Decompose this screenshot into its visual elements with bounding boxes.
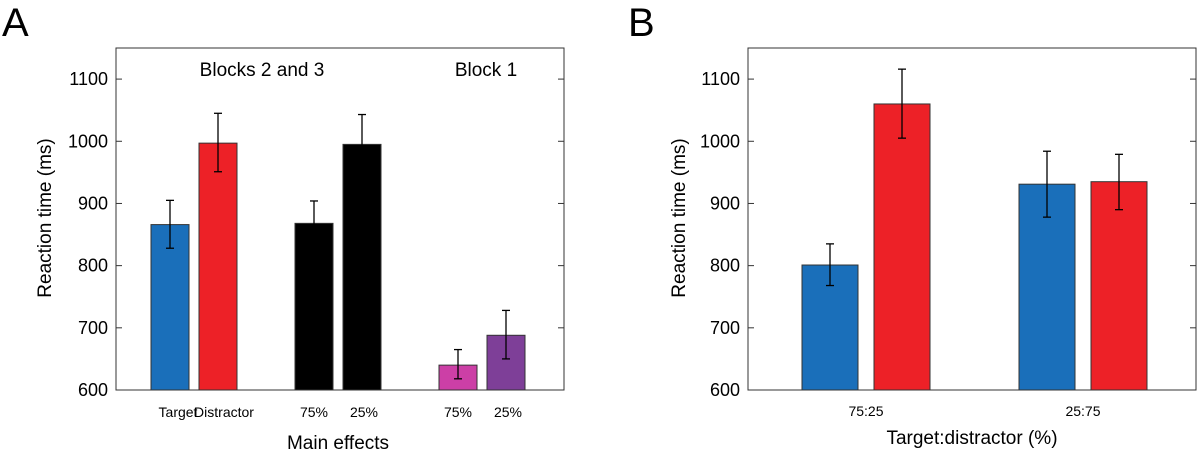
panel-b-y-tick-label: 800 — [710, 256, 740, 276]
panel-b-y-tick-label: 700 — [710, 318, 740, 338]
panel-a-y-tick-label: 600 — [78, 380, 108, 400]
panel-a-x-tick-label: Target — [159, 404, 198, 420]
panel-b-y-tick-label: 1100 — [701, 69, 740, 89]
panel-a-bar-2 — [198, 142, 238, 391]
panel-b-plot-frame — [747, 47, 1197, 391]
panel-a-y-tick-label: 700 — [78, 318, 108, 338]
panel-a-y-axis: 600 700 800 900 1000 1100 — [68, 69, 564, 400]
panel-a-y-tick-label: 900 — [78, 193, 108, 213]
panel-b-x-tick-label: 75:25 — [848, 403, 883, 419]
panel-a-bar-4 — [342, 143, 382, 391]
panel-b-y-axis: 600 700 800 900 1000 1100 — [700, 69, 1196, 400]
panel-b-bar-75-25-distractor — [873, 103, 931, 391]
panel-a-bar-3 — [294, 222, 334, 391]
panel-b-bar-25-75-target — [1018, 183, 1076, 391]
panel-a-plot-frame — [115, 47, 565, 391]
panel-a-x-tick-label: 25% — [494, 404, 522, 420]
panel-b-x-axis-label: Target:distractor (%) — [886, 428, 1057, 449]
panel-a-annotation-blocks-2-3: Blocks 2 and 3 — [200, 60, 325, 81]
panel-a-y-tick-label: 800 — [78, 256, 108, 276]
panel-letter-b: B — [628, 1, 655, 45]
panel-a-bar-1 — [150, 224, 190, 391]
panel-b-y-tick-label: 1000 — [700, 131, 740, 151]
panel-b: B 600 700 800 900 1000 1100 75:25 25:75 Reacti… — [628, 1, 1197, 449]
panel-a-annotation-block-1: Block 1 — [455, 60, 517, 81]
panel-a-x-tick-label: 25% — [350, 404, 378, 420]
panel-a-x-tick-label: 75% — [300, 404, 328, 420]
panel-a-y-tick-label: 1000 — [68, 131, 108, 151]
panel-b-y-tick-label: 600 — [710, 380, 740, 400]
panel-b-y-tick-label: 900 — [710, 193, 740, 213]
panel-b-x-tick-labels: 75:25 25:75 — [848, 403, 1100, 419]
panel-a-x-tick-label: Distractor — [194, 404, 254, 420]
panel-a-x-tick-label: 75% — [444, 404, 472, 420]
panel-b-bar-25-75-distractor — [1090, 181, 1148, 391]
panel-a-y-tick-label: 1100 — [69, 69, 108, 89]
panel-b-bars — [801, 68, 1148, 391]
panel-letter-a: A — [2, 1, 29, 45]
panel-a-bars — [150, 112, 526, 391]
panel-a-y-axis-label: Reaction time (ms) — [35, 138, 56, 297]
panel-b-x-tick-label: 25:75 — [1065, 403, 1100, 419]
panel-a-x-axis-label: Main effects — [287, 433, 389, 454]
panel-b-y-axis-label: Reaction time (ms) — [669, 138, 690, 297]
